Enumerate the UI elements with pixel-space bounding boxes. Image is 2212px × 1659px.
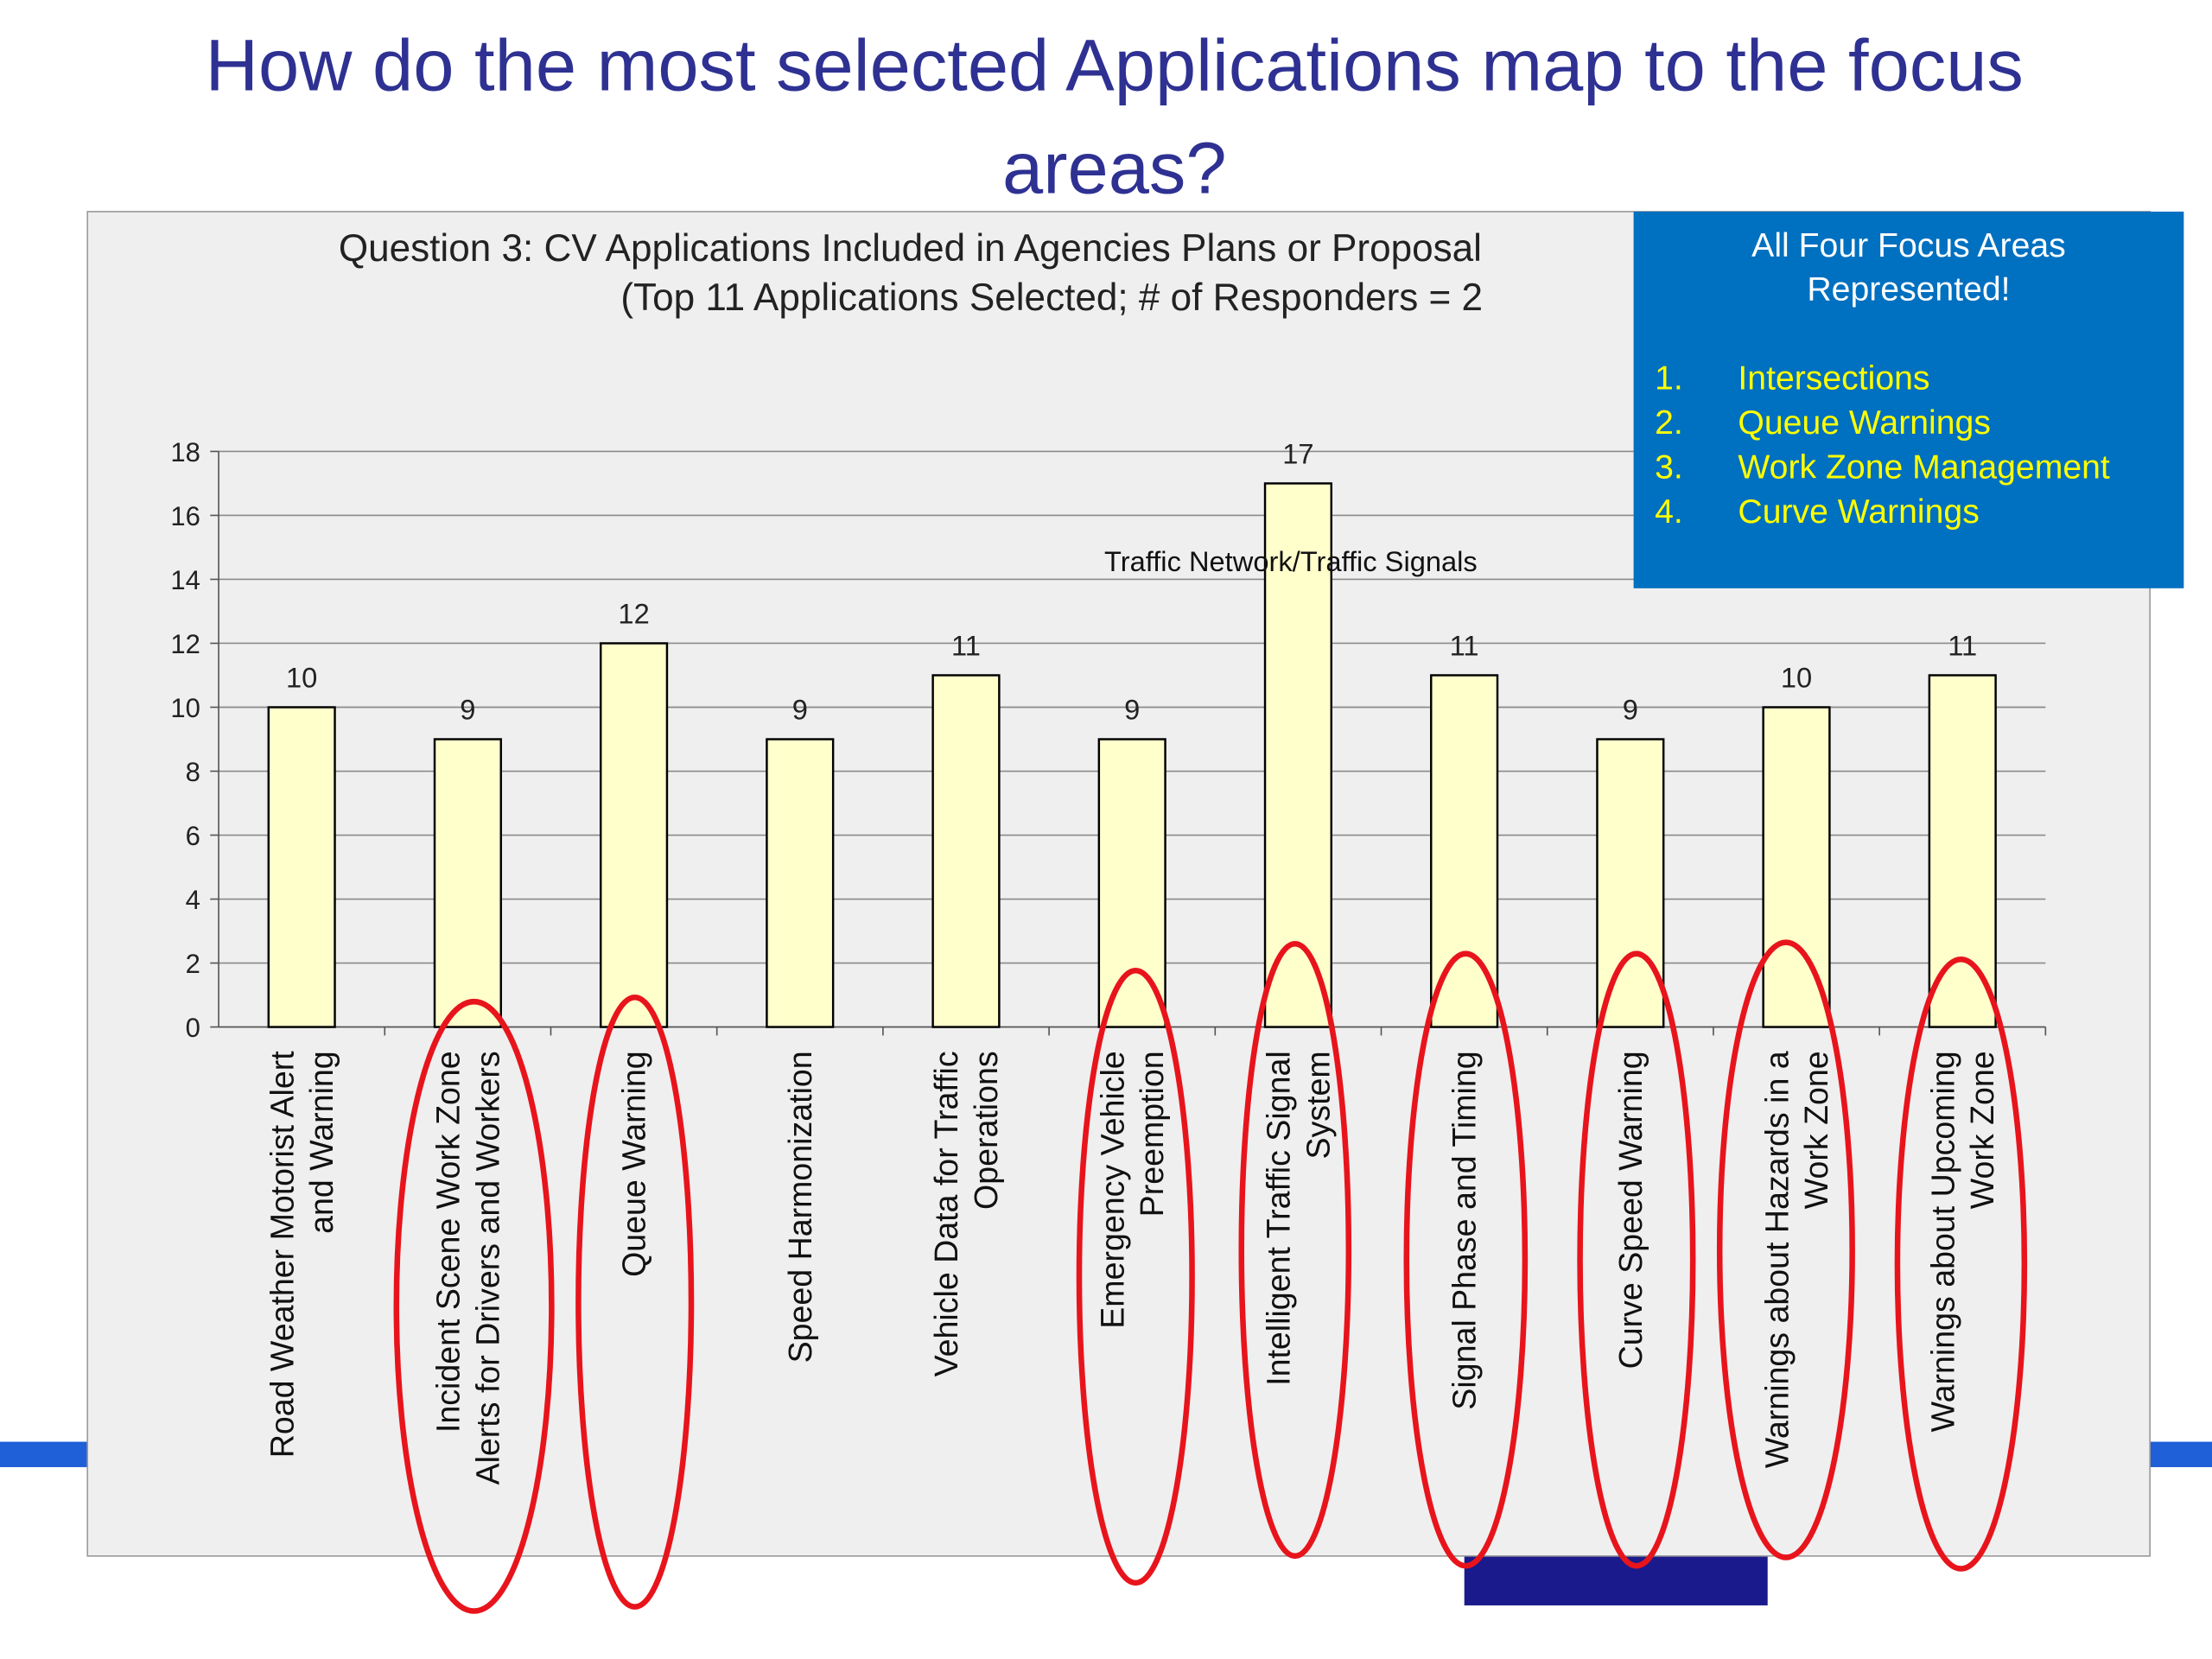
callout-item: Work Zone Management (1738, 448, 2109, 486)
callout-item: Queue Warnings (1738, 404, 1991, 442)
value-label: 10 (1781, 662, 1812, 694)
x-tick-label: Incident Scene Work Zone Alerts for Drive… (430, 1051, 506, 1484)
label-line: Emergency Vehicle (1094, 1051, 1130, 1328)
label-line: Vehicle Data for Traffic (928, 1051, 964, 1376)
label-line: Preemption (1134, 1051, 1170, 1217)
label-line: Alerts for Drivers and Workers (469, 1051, 505, 1484)
label-line: and Warning (303, 1051, 340, 1234)
x-tick-label: Emergency Vehicle Preemption (1094, 1051, 1170, 1328)
label-line: Operations (968, 1051, 1004, 1210)
callout-title: All Four Focus Areas (1751, 227, 2066, 264)
value-label: 11 (1948, 630, 1977, 662)
y-tick-label: 14 (170, 565, 200, 595)
x-tick-label: Signal Phase and Timing (1446, 1051, 1483, 1409)
label-line: Speed Harmonization (782, 1051, 818, 1363)
x-tick-label: Curve Speed Warning (1612, 1051, 1649, 1369)
logo (1464, 1548, 1768, 1605)
y-tick-label: 10 (170, 693, 200, 723)
bar (1097, 738, 1166, 1028)
slide-title: How do the most selected Applications ma… (206, 23, 2024, 105)
chart-title: (Top 11 Applications Selected; # of Resp… (620, 276, 1483, 319)
chart-title: Question 3: CV Applications Included in … (339, 227, 1482, 270)
y-tick-label: 0 (186, 1013, 200, 1043)
bar (267, 706, 336, 1028)
bar (1596, 738, 1665, 1028)
highlight-ellipse (1076, 968, 1195, 1586)
callout-number: 1. (1655, 360, 1683, 397)
label-line: Signal Phase and Timing (1446, 1051, 1483, 1409)
highlight-ellipse (1716, 939, 1855, 1560)
value-label: 17 (1282, 438, 1313, 470)
label-line: System (1300, 1051, 1336, 1159)
callout-number: 2. (1655, 404, 1683, 442)
label-line: Warnings about Hazards in a (1758, 1051, 1795, 1468)
bar (1263, 482, 1333, 1028)
annotation: Traffic Network/Traffic Signals (1104, 545, 1478, 577)
bar (433, 738, 502, 1028)
callout-item: Curve Warnings (1738, 493, 1979, 531)
label-line: Work Zone (1964, 1051, 2000, 1209)
highlight-ellipse (393, 998, 555, 1614)
x-tick-label: Intelligent Traffic Signal System (1261, 1051, 1337, 1386)
highlight-ellipse (575, 995, 695, 1610)
value-label: 11 (1450, 630, 1479, 662)
highlight-ellipse (1577, 950, 1696, 1569)
y-tick-label: 4 (186, 885, 200, 915)
y-tick-label: 16 (170, 501, 200, 531)
x-tick-label: Queue Warning (616, 1051, 652, 1277)
bar (766, 738, 835, 1028)
x-tick-label: Speed Harmonization (782, 1051, 818, 1363)
label-line: Incident Scene Work Zone (430, 1051, 467, 1433)
value-label: 10 (286, 662, 317, 694)
highlights (393, 939, 2028, 1614)
highlight-ellipse (1894, 956, 2028, 1572)
label-line: Road Weather Motorist Alert (264, 1051, 300, 1458)
label-line: Queue Warning (616, 1051, 652, 1277)
bar (1762, 706, 1831, 1028)
highlight-ellipse (1238, 940, 1352, 1560)
value-label: 11 (951, 630, 981, 662)
label-line: Intelligent Traffic Signal (1261, 1051, 1297, 1386)
y-tick-label: 12 (170, 629, 200, 659)
callout-number: 4. (1655, 493, 1683, 531)
y-tick-label: 8 (186, 757, 200, 787)
plot: 0 2 4 6 8 10 12 14 16 18 10 Road Weather Motorist A… (170, 437, 2047, 1484)
slide-title: areas? (1002, 127, 1227, 209)
x-tick-label: Road Weather Motorist Alert and Warning (264, 1051, 340, 1458)
footer-band (0, 1441, 99, 1467)
highlight-ellipse (1403, 950, 1529, 1569)
value-label: 9 (1623, 694, 1638, 726)
value-label: 9 (1124, 694, 1140, 726)
value-label: 9 (792, 694, 808, 726)
label-line: Work Zone (1798, 1051, 1834, 1209)
x-tick-label: Warnings about Hazards in a Work Zone (1758, 1051, 1834, 1468)
value-label: 12 (618, 598, 649, 630)
bar (931, 674, 1001, 1028)
callout-title: Represented! (1807, 271, 2010, 308)
x-tick-label: Vehicle Data for Traffic Operations (928, 1051, 1004, 1376)
y-tick-label: 2 (186, 949, 200, 979)
y-tick-label: 18 (170, 437, 200, 467)
callout-number: 3. (1655, 448, 1683, 486)
value-label: 9 (460, 694, 475, 726)
label-line: Curve Speed Warning (1612, 1051, 1649, 1369)
bar (599, 642, 669, 1028)
label-line: Warnings about Upcoming (1924, 1051, 1961, 1432)
callout-list: 1. Intersections 2. Queue Warnings 3. Work Zo… (1655, 360, 2110, 531)
y-tick-label: 6 (186, 821, 200, 851)
callout-box (1633, 211, 2184, 588)
callout-item: Intersections (1738, 360, 1929, 397)
x-tick-label: Warnings about Upcoming Work Zone (1924, 1051, 2000, 1432)
footer-band (2144, 1441, 2212, 1467)
bar (1928, 674, 1997, 1028)
